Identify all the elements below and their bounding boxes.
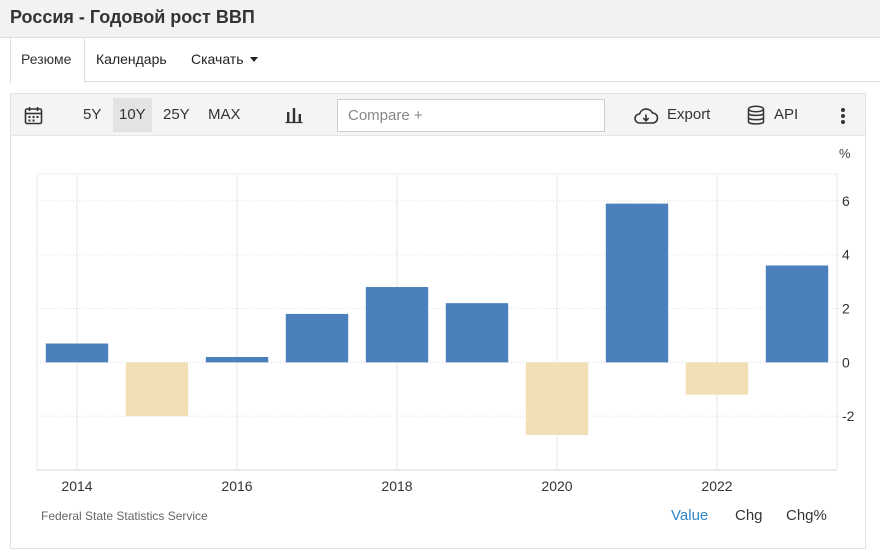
bar-2014[interactable] (45, 343, 109, 363)
x-tick-label: 2020 (541, 478, 572, 494)
api-label: API (774, 106, 799, 123)
cloud-download-icon (634, 108, 659, 124)
chart-panel: 5Y 10Y 25Y MAX Export A (10, 93, 866, 549)
database-icon (747, 105, 765, 125)
tab-calendar[interactable]: Календарь (96, 51, 167, 67)
bar-chart: -2 0 2 4 6 2014 2016 2018 2020 2022 (36, 173, 855, 494)
bar-2021[interactable] (605, 203, 669, 363)
range-10y-button[interactable]: 10Y (113, 98, 152, 132)
tab-bar: Резюме Календарь Скачать (10, 38, 880, 83)
compare-input[interactable] (337, 99, 605, 132)
source-label: Federal State Statistics Service (41, 509, 208, 523)
x-tick-label: 2014 (61, 478, 92, 494)
x-tick-label: 2016 (221, 478, 252, 494)
y-tick-label: 0 (842, 354, 850, 370)
bar-2019[interactable] (445, 303, 509, 363)
tab-download[interactable]: Скачать (191, 38, 258, 82)
y-tick-label: 6 (842, 193, 850, 209)
y-tick-label: 4 (842, 247, 850, 263)
bar-2016[interactable] (205, 356, 269, 363)
chart-toolbar: 5Y 10Y 25Y MAX Export A (11, 94, 865, 136)
x-tick-label: 2018 (381, 478, 412, 494)
bar-2018[interactable] (365, 287, 429, 363)
tab-download-label: Скачать (191, 51, 244, 67)
y-unit-label: % (839, 146, 851, 161)
tab-summary[interactable]: Резюме (10, 38, 85, 83)
title-bar: Россия - Годовой рост ВВП (0, 0, 880, 38)
y-tick-label: -2 (842, 408, 855, 424)
bar-2017[interactable] (285, 313, 349, 363)
bar-chart-icon[interactable] (285, 106, 303, 124)
bar-2022[interactable] (685, 362, 749, 395)
page-title: Россия - Годовой рост ВВП (10, 7, 255, 27)
mode-chg-button[interactable]: Chg (735, 507, 763, 524)
range-25y-button[interactable]: 25Y (163, 106, 190, 123)
bar-2023[interactable] (765, 265, 829, 363)
more-vertical-icon[interactable] (840, 107, 846, 125)
bar-2020[interactable] (525, 362, 589, 436)
range-5y-button[interactable]: 5Y (83, 106, 102, 123)
mode-value-button[interactable]: Value (671, 507, 709, 524)
range-max-button[interactable]: MAX (208, 106, 241, 123)
caret-down-icon (249, 57, 258, 62)
mode-chg-percent-button[interactable]: Chg% (786, 507, 827, 524)
y-tick-label: 2 (842, 301, 850, 317)
calendar-icon[interactable] (24, 106, 43, 125)
x-tick-label: 2022 (701, 478, 732, 494)
bar-2015[interactable] (125, 362, 189, 417)
export-label: Export (667, 106, 711, 123)
